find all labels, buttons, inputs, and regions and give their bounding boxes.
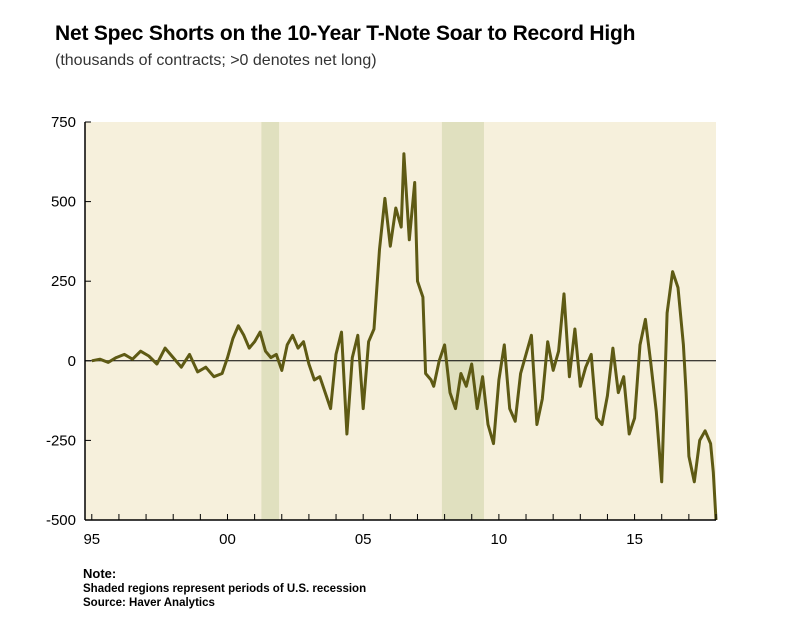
y-axis-ticks: 750 500 250 0 -250 -500	[46, 114, 91, 529]
y-tick-label: -500	[46, 512, 76, 529]
x-tick-label: 05	[355, 531, 372, 548]
y-tick-label: 250	[51, 273, 76, 290]
chart-subtitle: (thousands of contracts; >0 denotes net …	[55, 52, 377, 69]
note-title: Note:	[83, 566, 117, 581]
y-tick-label: -250	[46, 432, 76, 449]
y-tick-label: 500	[51, 194, 76, 211]
recession-bands	[261, 122, 484, 520]
chart-title: Net Spec Shorts on the 10-Year T-Note So…	[55, 22, 636, 45]
recession-band-2	[441, 122, 484, 520]
x-axis-ticks: 95 00 05 10 15	[83, 514, 717, 548]
recession-band-1	[261, 122, 280, 520]
plot-background	[85, 122, 716, 520]
chart-note: Note: Shaded regions represent periods o…	[83, 566, 366, 609]
series-line-net-spec-positions	[91, 152, 718, 521]
x-tick-label: 00	[219, 531, 236, 548]
note-source: Source: Haver Analytics	[83, 597, 215, 609]
x-tick-label: 10	[491, 531, 508, 548]
y-tick-label: 0	[68, 353, 76, 370]
x-tick-label: 15	[626, 531, 643, 548]
note-text: Shaded regions represent periods of U.S.…	[83, 583, 367, 595]
x-tick-label: 95	[83, 531, 100, 548]
y-tick-label: 750	[51, 114, 76, 131]
line-chart: 750 500 250 0 -250 -500 95 00 05 10 15	[46, 114, 718, 548]
